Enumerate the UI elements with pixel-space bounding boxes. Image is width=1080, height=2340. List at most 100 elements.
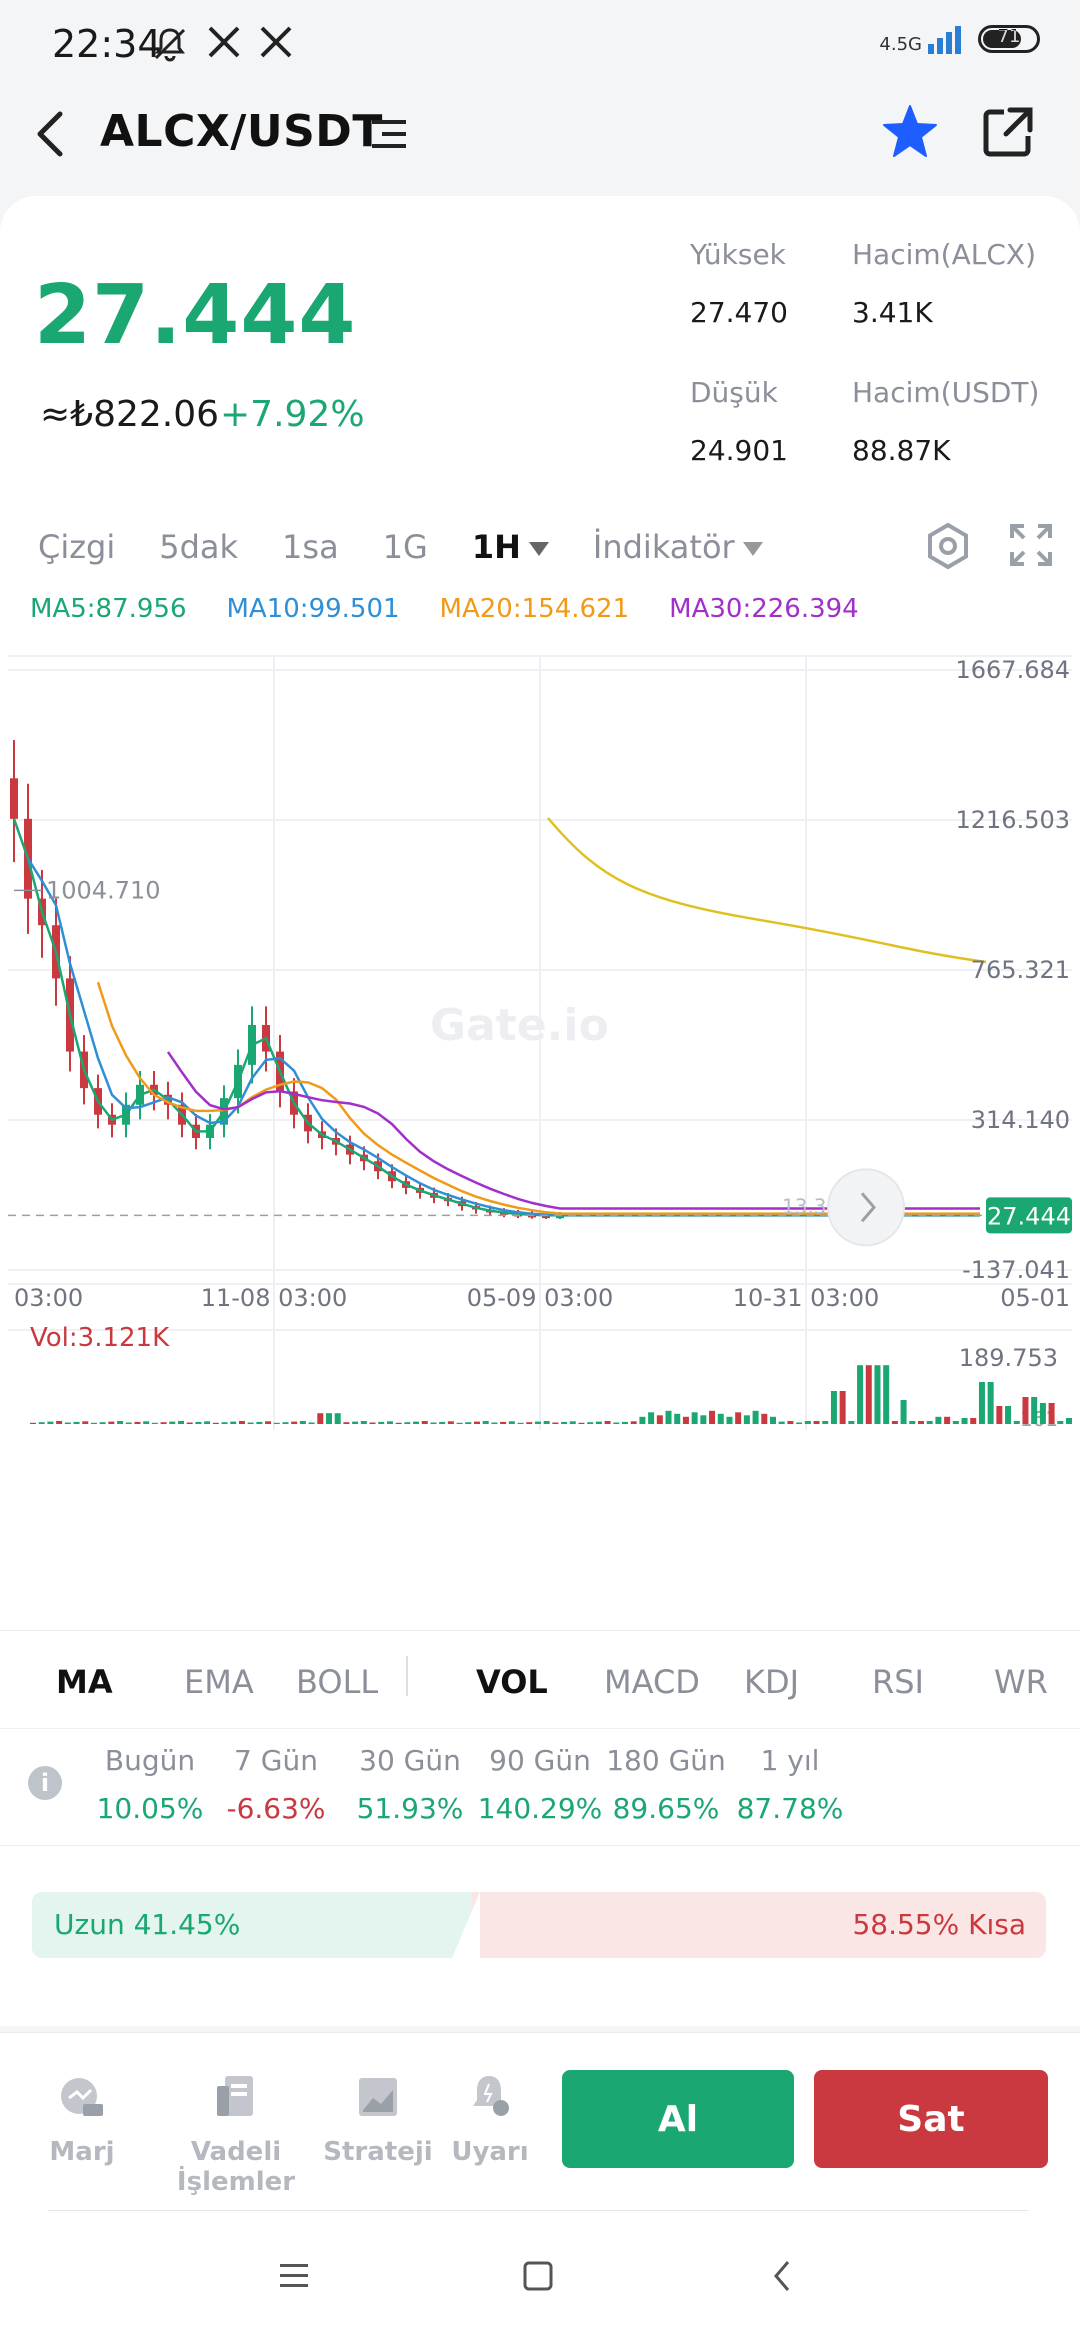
- tab-kdj[interactable]: KDJ: [744, 1663, 800, 1701]
- volume-bar: [804, 1421, 811, 1424]
- indicator-dropdown[interactable]: İndikatör: [593, 528, 763, 566]
- ma-legend: MA5:87.956 MA10:99.501 MA20:154.621 MA30…: [30, 594, 859, 624]
- tab-5min[interactable]: 5dak: [159, 528, 239, 566]
- volume-bar: [134, 1421, 141, 1424]
- volume-bar: [1031, 1397, 1038, 1424]
- volume-bar: [125, 1422, 132, 1424]
- mute-bell-icon: [154, 28, 186, 62]
- info-icon[interactable]: i: [28, 1766, 62, 1800]
- margin-button[interactable]: Marj: [32, 2072, 132, 2167]
- volume-bar: [778, 1421, 785, 1424]
- volume-bar: [282, 1422, 289, 1424]
- volume-bar: [578, 1422, 585, 1424]
- volume-bar: [682, 1416, 689, 1424]
- ma-extra-line: [547, 817, 987, 964]
- volume-bar: [569, 1421, 576, 1424]
- short-ratio: 58.55% Kısa: [852, 1908, 1026, 1941]
- futures-icon: [217, 2076, 253, 2116]
- last-price: 27.444: [34, 268, 357, 363]
- x-tick-label: 11-08 03:00: [201, 1284, 348, 1312]
- volume-bar: [926, 1421, 933, 1424]
- volume-bar: [822, 1421, 829, 1424]
- volume-bar: [743, 1415, 750, 1424]
- volume-bar: [326, 1413, 332, 1424]
- volume-bar: [430, 1422, 437, 1424]
- watermark: Gate.io: [430, 1000, 609, 1051]
- chart-overlays: 27.444 13.3 1004.710: [8, 876, 1072, 1247]
- performance-value: 51.93%: [356, 1792, 464, 1825]
- chart-grid: [8, 655, 1072, 1430]
- volume-bars: Vol:3.121K 189.753 161: [30, 1323, 1072, 1430]
- ma10-line: [26, 858, 980, 1217]
- divider: [406, 1656, 408, 1696]
- tab-active-timeframe[interactable]: 1H: [472, 528, 549, 566]
- fullscreen-icon[interactable]: [1008, 522, 1054, 568]
- volume-bar: [169, 1421, 176, 1424]
- volume-bar: [648, 1412, 655, 1424]
- volume-bar: [247, 1422, 254, 1424]
- tab-1d[interactable]: 1G: [382, 528, 428, 566]
- ma30-line: [166, 1051, 980, 1210]
- volume-bar: [73, 1421, 80, 1424]
- tab-ema[interactable]: EMA: [184, 1663, 254, 1701]
- favorite-star-icon[interactable]: [880, 102, 940, 162]
- max-marker-label: 1004.710: [46, 876, 161, 904]
- x-tick-label: 10-31 03:00: [733, 1284, 880, 1312]
- fiat-price: ≈₺822.06: [40, 394, 220, 435]
- volume-bar: [352, 1421, 359, 1424]
- volume-bar: [770, 1416, 776, 1424]
- chevron-right-icon: [860, 1192, 876, 1223]
- chart-settings-icon[interactable]: [924, 522, 972, 570]
- high-value: 27.470: [690, 296, 788, 329]
- tab-boll[interactable]: BOLL: [296, 1663, 379, 1701]
- volume-bar: [830, 1391, 837, 1424]
- short-fill: [472, 1892, 1046, 1958]
- tab-ma[interactable]: MA: [56, 1663, 113, 1701]
- tab-line[interactable]: Çizgi: [38, 528, 116, 566]
- buy-button[interactable]: Al: [562, 2070, 794, 2168]
- performance-period-label: Bugün: [104, 1744, 196, 1777]
- back-arrow-icon[interactable]: [30, 104, 70, 164]
- strategy-button[interactable]: Strateji: [318, 2072, 438, 2167]
- alert-button[interactable]: Uyarı: [440, 2072, 540, 2167]
- pair-list-icon[interactable]: [372, 118, 406, 150]
- volume-bar: [1066, 1418, 1072, 1424]
- volume-bar: [909, 1421, 916, 1424]
- sell-button[interactable]: Sat: [814, 2070, 1048, 2168]
- volume-quote-label: Hacim(USDT): [852, 376, 1040, 409]
- x-icon: [260, 26, 292, 58]
- volume-bar: [987, 1382, 994, 1424]
- performance-period-label: 7 Gün: [234, 1744, 318, 1777]
- volume-bar: [143, 1421, 150, 1424]
- volume-bar: [273, 1422, 280, 1424]
- tab-vol[interactable]: VOL: [476, 1663, 548, 1701]
- volume-bar: [691, 1412, 698, 1424]
- volume-bar: [343, 1422, 350, 1424]
- tab-wr[interactable]: WR: [994, 1663, 1048, 1701]
- volume-bar: [82, 1421, 89, 1424]
- x-icon: [208, 26, 240, 58]
- high-label: Yüksek: [690, 238, 786, 271]
- chevron-down-icon: [528, 542, 549, 556]
- volume-bar: [221, 1422, 228, 1424]
- futures-label-2: İşlemler: [176, 2167, 296, 2197]
- pair-title[interactable]: ALCX/USDT: [100, 106, 383, 157]
- y-tick-label: 314.140: [971, 1106, 1070, 1134]
- futures-button[interactable]: Vadeli İşlemler: [176, 2072, 296, 2197]
- performance-value: 140.29%: [477, 1792, 603, 1825]
- candlestick-chart[interactable]: Gate.io Vol:3.121K 189.753 161 1667.684 121…: [0, 650, 1080, 1430]
- tab-macd[interactable]: MACD: [604, 1663, 700, 1701]
- share-icon[interactable]: [980, 104, 1036, 160]
- alert-label: Uyarı: [451, 2137, 529, 2167]
- ma20-line: [96, 981, 980, 1215]
- home-icon[interactable]: [522, 2260, 554, 2292]
- faint-price-label: 13.3: [782, 1194, 827, 1218]
- volume-bar: [160, 1422, 167, 1424]
- y-tick-label: 765.321: [971, 956, 1070, 984]
- menu-icon[interactable]: [278, 2262, 310, 2290]
- status-notification-icons: [150, 24, 294, 64]
- back-nav-icon[interactable]: [770, 2258, 794, 2294]
- tab-1h-short[interactable]: 1sa: [282, 528, 339, 566]
- volume-bar: [665, 1410, 672, 1424]
- tab-rsi[interactable]: RSI: [872, 1663, 924, 1701]
